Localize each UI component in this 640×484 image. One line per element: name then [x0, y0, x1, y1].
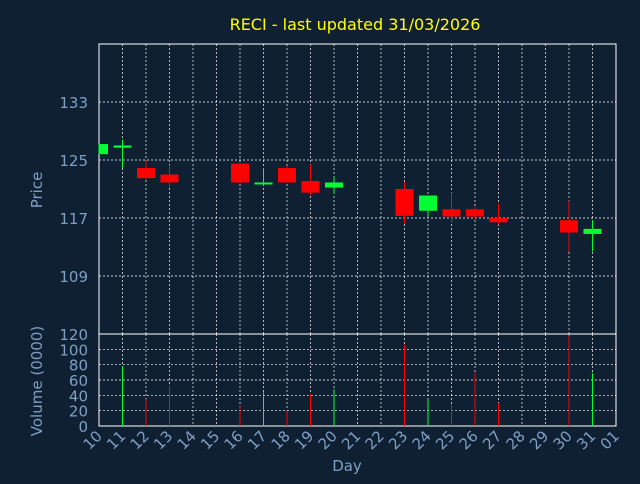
candle-body: [583, 228, 602, 234]
candle-body: [99, 144, 108, 155]
x-axis-label: Day: [332, 457, 362, 475]
x-tick-label: 28: [503, 427, 529, 453]
price-tick-label: 125: [59, 152, 88, 170]
x-tick-label: 22: [362, 427, 388, 453]
candle-body: [489, 218, 508, 223]
x-tick-label: 25: [432, 427, 458, 453]
price-axis-label: Price: [28, 172, 46, 209]
x-tick-label: 19: [291, 427, 317, 453]
x-tick-label: 13: [150, 427, 176, 453]
volume-tick-label: 20: [69, 403, 88, 421]
candle-body: [254, 182, 273, 185]
candle-body: [113, 145, 132, 148]
candle-body: [395, 189, 414, 216]
volume-tick-label: 60: [69, 372, 88, 390]
volume-tick-label: 120: [59, 326, 88, 344]
x-axis-ticks: 1011121314151617181920212223242526272829…: [80, 427, 623, 453]
price-tick-label: 133: [59, 94, 88, 112]
candle-body: [301, 181, 320, 193]
volume-tick-label: 100: [59, 341, 88, 359]
volume-tick-label: 0: [78, 418, 88, 436]
x-tick-label: 11: [103, 427, 129, 453]
price-y-ticks: 109 117 125 133: [59, 94, 88, 286]
candle-body: [278, 167, 296, 183]
price-tick-label: 109: [59, 268, 88, 286]
candle-body: [466, 209, 484, 217]
x-tick-label: 14: [174, 427, 200, 453]
volume-axis-label: Volume (0000): [28, 326, 46, 436]
price-tick-label: 117: [59, 210, 88, 228]
candles: [98, 139, 602, 253]
x-tick-label: 26: [456, 427, 482, 453]
x-tick-label: 20: [315, 427, 341, 453]
chart-title: RECI - last updated 31/03/2026: [230, 15, 481, 34]
candle-body: [231, 163, 249, 183]
x-tick-label: 21: [338, 427, 364, 453]
x-tick-label: 15: [197, 427, 223, 453]
price-panel: 109 117 125 133 Price: [28, 43, 617, 335]
x-tick-label: 31: [573, 427, 599, 453]
candle-body: [419, 195, 437, 211]
x-tick-label: 12: [127, 427, 153, 453]
candle-body: [442, 209, 461, 217]
volume-grid: [99, 334, 616, 426]
volume-bars: [122, 335, 593, 426]
candle-body: [325, 182, 343, 188]
price-grid: [99, 44, 616, 334]
candle-body: [560, 220, 578, 233]
x-tick-label: 18: [268, 427, 294, 453]
volume-tick-label: 40: [69, 387, 88, 405]
x-tick-label: 27: [479, 427, 505, 453]
x-tick-label: 01: [597, 427, 623, 453]
x-tick-label: 30: [550, 427, 576, 453]
candle-body: [137, 167, 155, 179]
candle-body: [160, 174, 179, 183]
x-tick-label: 23: [385, 427, 411, 453]
x-tick-label: 29: [526, 427, 552, 453]
x-tick-label: 24: [409, 427, 435, 453]
volume-tick-label: 80: [69, 357, 88, 375]
x-tick-label: 16: [221, 427, 247, 453]
x-tick-label: 17: [244, 427, 270, 453]
